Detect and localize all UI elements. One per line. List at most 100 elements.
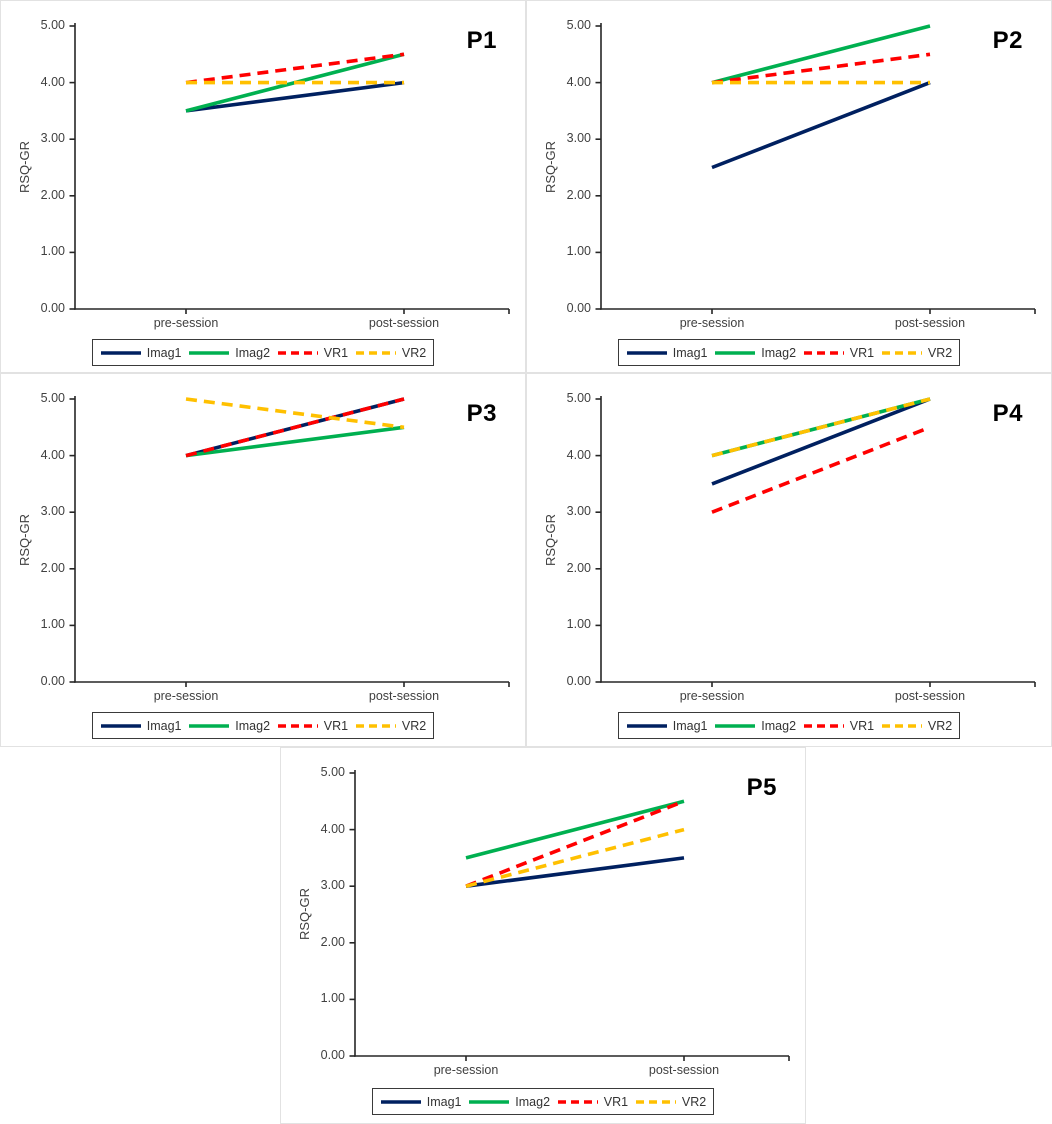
x-tick-label-pre-session: pre-session	[153, 689, 219, 703]
series-line-vr1	[711, 52, 931, 85]
y-axis-label: RSQ-GR	[543, 141, 558, 194]
series-line-imag2	[185, 425, 405, 458]
y-tick-label: 0.00	[320, 1048, 345, 1062]
panel-title: P3	[466, 400, 497, 427]
series-line-vr1	[185, 397, 405, 458]
legend-line-sample-imag2-icon	[189, 723, 230, 728]
legend-line-sample-imag2-icon	[715, 723, 756, 728]
legend-entry-imag2: Imag2	[714, 346, 796, 360]
legend-label: Imag2	[235, 345, 271, 360]
y-tick-label: 0.00	[566, 301, 591, 315]
legend-entry-imag1: Imag1	[380, 1095, 462, 1109]
legend-entry-vr2: VR2	[881, 719, 952, 733]
series-line-imag1	[711, 397, 931, 486]
y-tick-label: 3.00	[566, 131, 591, 146]
y-tick-label: 1.00	[40, 617, 65, 632]
legend-line-sample-imag1-icon	[100, 723, 141, 728]
series-line-vr2	[185, 397, 405, 430]
plot-svg	[69, 23, 510, 314]
legend-entry-imag2: Imag2	[188, 346, 270, 360]
legend-label: VR1	[849, 718, 875, 733]
legend-entry-imag2: Imag2	[188, 719, 270, 733]
y-tick-label: 1.00	[566, 617, 591, 632]
y-tick-label: 0.00	[566, 674, 591, 688]
y-tick-label: 4.00	[320, 821, 345, 836]
y-tick-label: 2.00	[40, 187, 65, 202]
y-tick-label: 0.00	[40, 674, 65, 688]
legend-label: Imag2	[515, 1094, 551, 1109]
legend-entry-vr1: VR1	[277, 346, 348, 360]
legend-entry-vr1: VR1	[803, 346, 874, 360]
legend-label: Imag1	[146, 345, 182, 360]
legend-entry-vr2: VR2	[355, 719, 426, 733]
legend-entry-vr2: VR2	[355, 346, 426, 360]
plot-svg	[595, 23, 1036, 314]
y-tick-label: 2.00	[566, 560, 591, 575]
legend-entry-imag1: Imag1	[100, 719, 182, 733]
legend-entry-imag1: Imag1	[100, 346, 182, 360]
y-tick-label: 2.00	[566, 187, 591, 202]
legend-label: VR1	[849, 345, 875, 360]
legend-line-sample-vr2-icon	[355, 723, 396, 728]
legend-box: Imag1 Imag2 VR1 VR2	[618, 712, 960, 739]
x-tick-label-post-session: post-session	[894, 689, 966, 703]
y-tick-label: 0.00	[40, 301, 65, 315]
legend-line-sample-vr2-icon	[355, 350, 396, 355]
legend-label: Imag1	[146, 718, 182, 733]
y-tick-label: 5.00	[566, 18, 591, 32]
legend-entry-imag2: Imag2	[714, 719, 796, 733]
series-line-vr1	[185, 52, 405, 85]
plot-svg	[595, 396, 1036, 687]
legend-label: VR1	[323, 718, 349, 733]
chart-panel-p5: P5 RSQ-GR 5.00 4.00 3.00 2.00 1.00 0.00 pre-s…	[280, 747, 806, 1124]
legend-label: VR2	[401, 345, 427, 360]
legend-box: Imag1 Imag2 VR1 VR2	[92, 339, 434, 366]
panel-title: P1	[466, 27, 497, 54]
legend-box: Imag1 Imag2 VR1 VR2	[618, 339, 960, 366]
y-axis-label: RSQ-GR	[17, 141, 32, 194]
y-tick-label: 5.00	[566, 391, 591, 405]
chart-panel-p2: P2 RSQ-GR 5.00 4.00 3.00 2.00 1.00 0.00 pre-s…	[526, 0, 1052, 373]
series-line-imag1	[711, 80, 931, 170]
legend-entry-vr1: VR1	[803, 719, 874, 733]
legend-label: VR2	[681, 1094, 707, 1109]
legend-box: Imag1 Imag2 VR1 VR2	[372, 1088, 714, 1115]
y-tick-label: 3.00	[40, 504, 65, 519]
x-tick-label-post-session: post-session	[894, 316, 966, 330]
legend-line-sample-vr1-icon	[277, 350, 318, 355]
chart-panel-p4: P4 RSQ-GR 5.00 4.00 3.00 2.00 1.00 0.00 pre-s…	[526, 373, 1052, 747]
legend-label: Imag2	[761, 345, 797, 360]
y-axis-label: RSQ-GR	[17, 514, 32, 567]
legend-entry-imag2: Imag2	[468, 1095, 550, 1109]
y-tick-label: 3.00	[320, 878, 345, 893]
y-tick-label: 3.00	[566, 504, 591, 519]
legend-label: Imag1	[672, 345, 708, 360]
legend-line-sample-vr1-icon	[803, 350, 844, 355]
legend-entry-vr2: VR2	[881, 346, 952, 360]
legend-line-sample-imag1-icon	[626, 723, 667, 728]
legend-line-sample-imag1-icon	[626, 350, 667, 355]
y-tick-label: 1.00	[320, 991, 345, 1006]
series-line-imag2	[711, 24, 931, 85]
chart-panel-p3: P3 RSQ-GR 5.00 4.00 3.00 2.00 1.00 0.00 pre-s…	[0, 373, 526, 747]
panel-title: P4	[992, 400, 1023, 427]
legend-label: VR1	[323, 345, 349, 360]
plot-svg	[69, 396, 510, 687]
y-tick-label: 3.00	[40, 131, 65, 146]
plot-svg	[349, 770, 790, 1061]
x-tick-label-pre-session: pre-session	[679, 316, 745, 330]
y-tick-label: 4.00	[40, 447, 65, 462]
y-axis-label: RSQ-GR	[297, 888, 312, 941]
series-line-imag1	[465, 856, 685, 888]
legend-entry-imag1: Imag1	[626, 346, 708, 360]
legend-label: VR1	[603, 1094, 629, 1109]
panel-title: P5	[746, 774, 777, 801]
legend-label: Imag2	[235, 718, 271, 733]
legend-label: VR2	[401, 718, 427, 733]
legend-line-sample-vr2-icon	[635, 1099, 676, 1104]
legend-line-sample-vr2-icon	[881, 723, 922, 728]
legend-line-sample-vr1-icon	[557, 1099, 598, 1104]
legend-label: Imag1	[672, 718, 708, 733]
y-axis-label: RSQ-GR	[543, 514, 558, 567]
